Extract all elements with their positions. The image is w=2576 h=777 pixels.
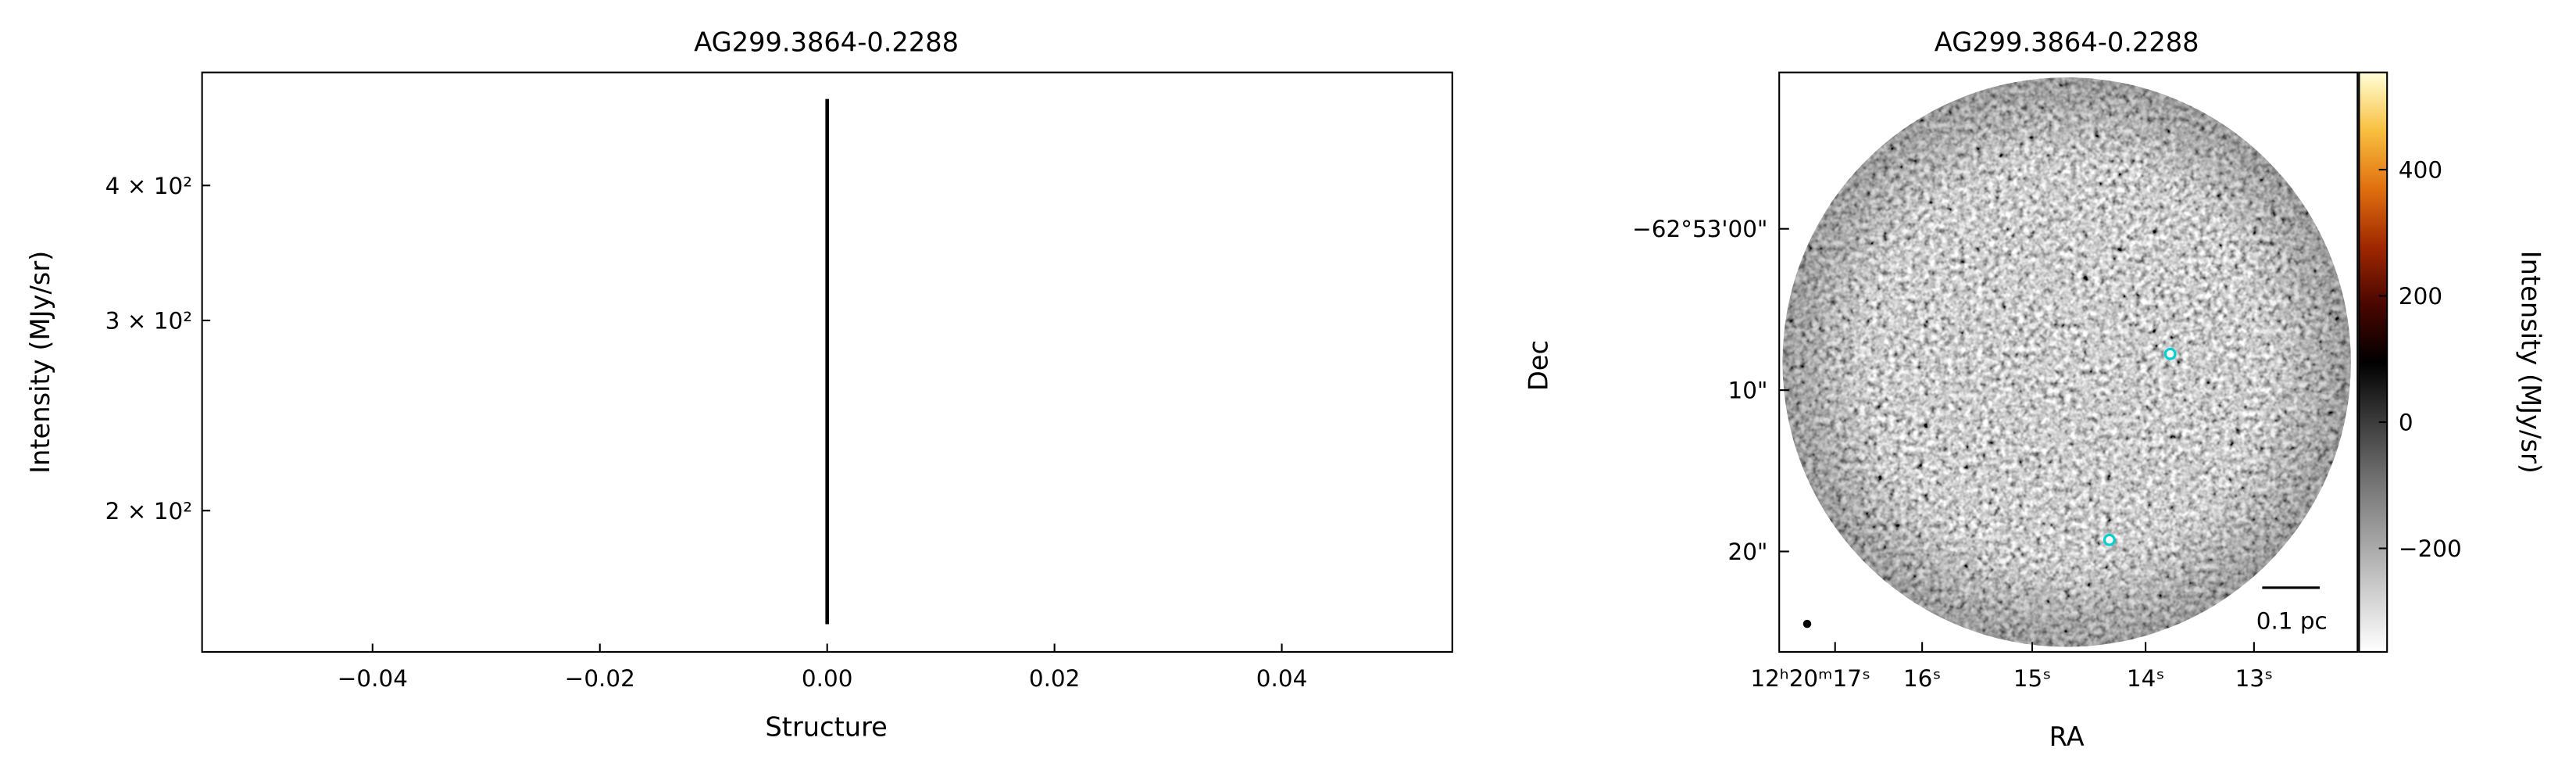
y-tick-label: 2 × 10² bbox=[105, 498, 192, 525]
x-label: Structure bbox=[765, 711, 887, 742]
scale-bar-label: 0.1 pc bbox=[2256, 607, 2328, 634]
x-tick-label: 0.04 bbox=[1256, 665, 1308, 692]
x-tick-label: −0.02 bbox=[565, 665, 635, 692]
beam bbox=[1802, 619, 1812, 628]
dec-tick-label: −62°53'00" bbox=[1632, 216, 1767, 242]
left-title: AG299.3864-0.2288 bbox=[694, 27, 959, 57]
colorbar-tick-label: 0 bbox=[2399, 410, 2413, 436]
colorbar-label: Intensity (MJy/sr) bbox=[2516, 251, 2546, 474]
image-vignette bbox=[1782, 77, 2351, 647]
right-title: AG299.3864-0.2288 bbox=[1935, 27, 2199, 57]
ra-tick-label: 12ʰ20ᵐ17ˢ bbox=[1750, 665, 1870, 692]
x-tick-label: 0.02 bbox=[1029, 665, 1081, 692]
dec-label: Dec bbox=[1524, 340, 1554, 391]
ra-label: RA bbox=[2049, 722, 2085, 752]
y-tick-label: 3 × 10² bbox=[105, 307, 192, 334]
right-axes bbox=[1778, 71, 2359, 653]
y-tick-label: 4 × 10² bbox=[105, 173, 192, 199]
ra-tick-label: 14ˢ bbox=[2127, 665, 2164, 692]
x-tick-label: −0.04 bbox=[338, 665, 408, 692]
colorbar-tick-label: 400 bbox=[2399, 157, 2442, 184]
image bbox=[1782, 77, 2351, 647]
dec-tick-label: 20" bbox=[1727, 539, 1767, 565]
colorbar-tick-label: 200 bbox=[2399, 283, 2442, 310]
y-label: Intensity (MJy/sr) bbox=[25, 251, 55, 474]
x-tick-label: 0.00 bbox=[802, 665, 853, 692]
source-marker bbox=[2103, 533, 2116, 546]
ra-tick-label: 16ˢ bbox=[1903, 665, 1941, 692]
dec-tick-label: 10" bbox=[1727, 378, 1767, 404]
colorbar-tick-label: −200 bbox=[2399, 535, 2462, 562]
ra-tick-label: 13ˢ bbox=[2235, 665, 2273, 692]
colorbar bbox=[2358, 71, 2388, 653]
source-marker bbox=[2163, 347, 2177, 360]
ra-tick-label: 15ˢ bbox=[2013, 665, 2051, 692]
